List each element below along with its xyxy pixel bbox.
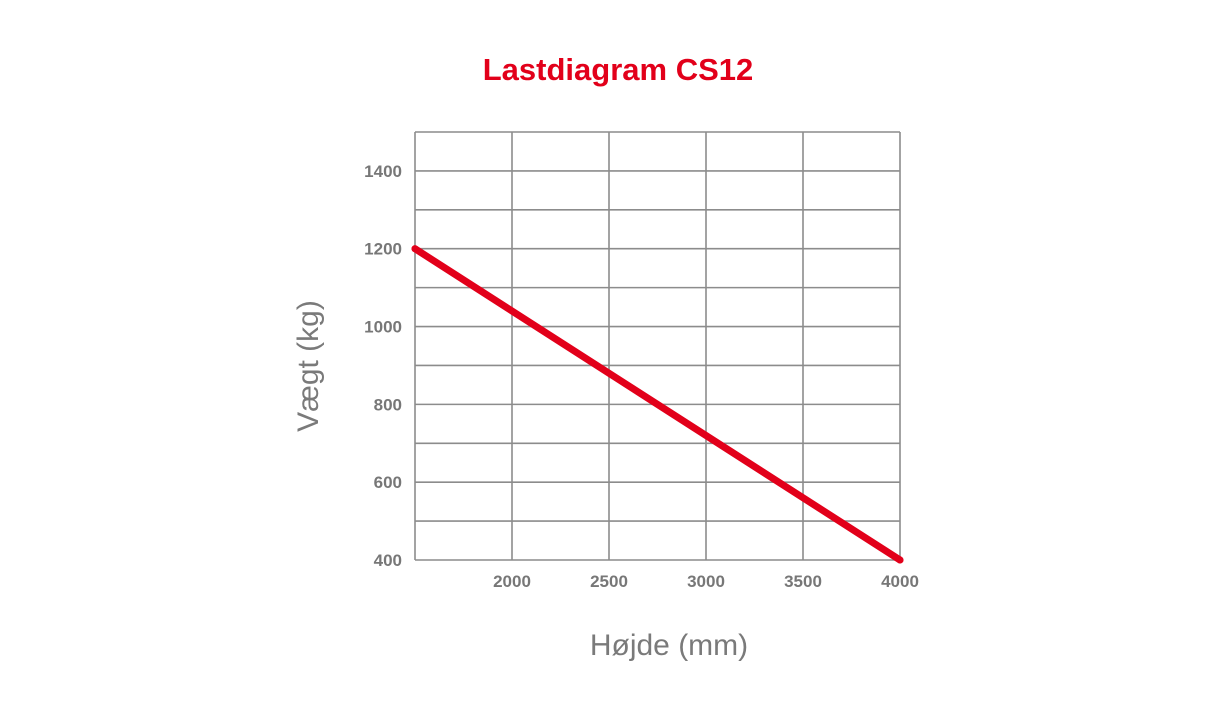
y-tick-label: 1400 [364,162,402,181]
y-axis-title: Vægt (kg) [292,300,325,432]
x-tick-label: 4000 [881,572,919,591]
data-point-0-0 [411,245,419,253]
y-tick-label: 1000 [364,318,402,337]
y-tick-label: 800 [374,395,402,414]
chart-title: Lastdiagram CS12 [482,52,754,87]
x-tick-label: 3000 [687,572,725,591]
y-tick-label: 1200 [364,240,402,259]
x-tick-label: 2000 [493,572,531,591]
y-axis-ticks: 400 600 800 1000 1200 1400 [364,162,402,570]
x-axis-ticks: 2000 2500 3000 3500 4000 [493,572,919,591]
x-tick-label: 3500 [784,572,822,591]
data-point-0-1 [896,556,904,564]
series-line-0 [411,245,904,564]
x-axis-title: Højde (mm) [590,629,748,662]
x-tick-label: 2500 [590,572,628,591]
y-tick-label: 600 [374,473,402,492]
series-layer [411,245,904,564]
grid [414,131,901,561]
y-tick-label: 400 [374,551,402,570]
